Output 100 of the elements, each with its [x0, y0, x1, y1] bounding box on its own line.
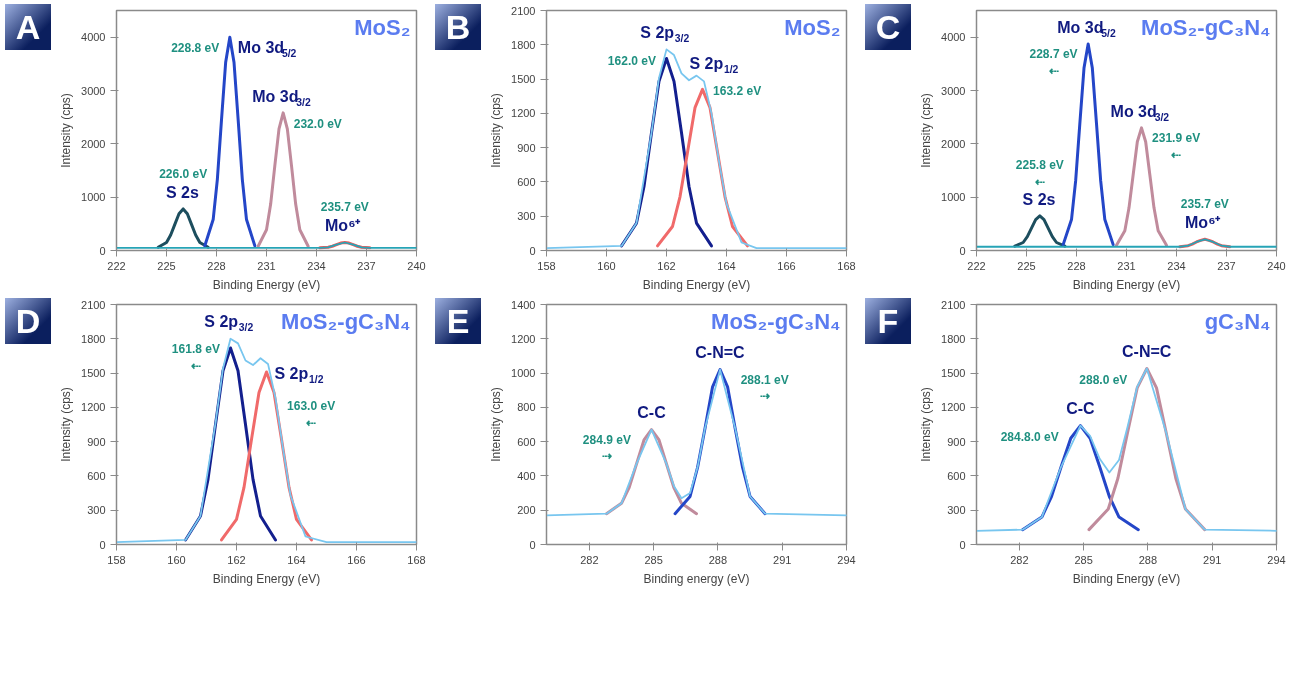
- chart-title: MoS₂: [354, 14, 411, 40]
- series-label: Mo⁶⁺: [325, 217, 362, 235]
- x-tick-label: 291: [1203, 553, 1222, 566]
- annotation: 225.8 eV ⇠: [1015, 158, 1064, 189]
- annotation: 231.9 eV ⇠: [1152, 130, 1201, 162]
- y-tick-label: 1800: [81, 332, 106, 345]
- y-tick-label: 1800: [941, 332, 966, 345]
- y-tick-label: 600: [517, 175, 536, 188]
- y-axis-title: Intensity (cps): [489, 93, 504, 168]
- y-tick-label: 400: [517, 469, 536, 482]
- y-tick-label: 300: [87, 504, 106, 517]
- x-tick-label: 168: [407, 553, 426, 566]
- x-tick-label: 158: [537, 259, 556, 272]
- chart-title: MoS₂-gC₃N₄: [281, 308, 411, 334]
- y-tick-label: 900: [517, 141, 536, 154]
- y-tick-label: 600: [947, 469, 966, 482]
- x-tick-label: 228: [207, 259, 226, 272]
- y-tick-label: 2000: [941, 137, 966, 150]
- y-tick-label: 1000: [941, 191, 966, 204]
- x-tick-label: 166: [777, 259, 796, 272]
- y-tick-label: 1000: [511, 367, 536, 380]
- y-tick-label: 0: [959, 538, 966, 551]
- y-tick-label: 2000: [81, 137, 106, 150]
- annotation: 163.2 eV: [713, 84, 762, 99]
- y-tick-label: 600: [517, 435, 536, 448]
- y-tick-label: 0: [529, 538, 536, 551]
- x-tick-label: 234: [307, 259, 326, 272]
- x-tick-label: 291: [773, 553, 792, 566]
- x-tick-label: 294: [837, 553, 856, 566]
- x-axis-title: Binding Energy (eV): [212, 571, 321, 586]
- series-label: C-N=C: [1122, 343, 1172, 361]
- y-tick-label: 0: [99, 244, 106, 257]
- x-tick-label: 237: [357, 259, 376, 272]
- x-tick-label: 282: [580, 553, 599, 566]
- series-label: C-C: [1066, 400, 1096, 418]
- x-tick-label: 222: [967, 259, 986, 272]
- x-tick-label: 160: [167, 553, 186, 566]
- series-label: S 2s: [165, 183, 199, 201]
- y-axis-title: Intensity (cps): [489, 387, 504, 462]
- x-tick-label: 225: [157, 259, 176, 272]
- y-tick-label: 1200: [511, 332, 536, 345]
- y-tick-label: 3000: [941, 84, 966, 97]
- x-axis-title: Binding Energy (eV): [1072, 571, 1181, 586]
- y-tick-label: 3000: [81, 84, 106, 97]
- text: A: [15, 7, 41, 48]
- chart-title: MoS₂-gC₃N₄: [711, 308, 841, 334]
- annotation: 161.8 eV ⇠: [171, 341, 220, 373]
- annotation: 228.7 eV ⇠: [1029, 47, 1078, 78]
- y-tick-label: 2100: [511, 4, 536, 17]
- x-tick-label: 282: [1010, 553, 1029, 566]
- y-tick-label: 200: [517, 504, 536, 517]
- x-tick-label: 225: [1017, 259, 1036, 272]
- annotation: 226.0 eV: [159, 166, 208, 181]
- x-tick-label: 164: [287, 553, 306, 566]
- x-tick-label: 231: [257, 259, 276, 272]
- x-axis-title: Binding Energy (eV): [1072, 277, 1181, 292]
- y-tick-label: 0: [959, 244, 966, 257]
- chart-title: MoS₂: [784, 14, 841, 40]
- series-label: C-N=C: [695, 344, 746, 362]
- x-tick-label: 294: [1267, 553, 1286, 566]
- y-tick-label: 1500: [941, 367, 966, 380]
- y-tick-label: 4000: [941, 31, 966, 44]
- chart-title: MoS₂-gC₃N₄: [1141, 14, 1271, 40]
- y-tick-label: 1000: [81, 191, 106, 204]
- x-tick-label: 234: [1167, 259, 1186, 272]
- x-tick-label: 237: [1217, 259, 1236, 272]
- y-tick-label: 1200: [511, 107, 536, 120]
- annotation: 228.8 eV: [171, 41, 220, 56]
- y-tick-label: 300: [517, 210, 536, 223]
- y-tick-label: 600: [87, 469, 106, 482]
- text: C: [875, 7, 901, 48]
- y-axis-title: Intensity (cps): [59, 387, 74, 462]
- x-tick-label: 166: [347, 553, 366, 566]
- x-axis-title: Binding Energy (eV): [212, 277, 321, 292]
- x-tick-label: 240: [1267, 259, 1286, 272]
- x-tick-label: 160: [597, 259, 616, 272]
- x-tick-label: 285: [1074, 553, 1093, 566]
- text: E: [446, 301, 470, 342]
- y-tick-label: 1500: [511, 73, 536, 86]
- y-axis-title: Intensity (cps): [59, 93, 74, 168]
- x-tick-label: 158: [107, 553, 126, 566]
- y-tick-label: 900: [947, 435, 966, 448]
- series-label: S 2s: [1022, 190, 1056, 208]
- y-tick-label: 1400: [511, 298, 536, 311]
- y-tick-label: 0: [529, 244, 536, 257]
- x-tick-label: 231: [1117, 259, 1136, 272]
- x-tick-label: 222: [107, 259, 126, 272]
- x-tick-label: 162: [657, 259, 676, 272]
- x-tick-label: 162: [227, 553, 246, 566]
- annotation: 163.0 eV ⇠: [287, 399, 336, 431]
- annotation: 162.0 eV: [607, 53, 656, 68]
- text: F: [877, 301, 899, 342]
- text: B: [445, 7, 471, 48]
- x-axis-title: Binding Energy (eV): [642, 277, 751, 292]
- annotation: 235.7 eV: [320, 200, 369, 215]
- series-label: C-C: [637, 404, 667, 422]
- x-tick-label: 285: [644, 553, 663, 566]
- x-tick-label: 288: [708, 553, 728, 566]
- x-tick-label: 228: [1067, 259, 1086, 272]
- chart-title: gC₃N₄: [1204, 308, 1271, 334]
